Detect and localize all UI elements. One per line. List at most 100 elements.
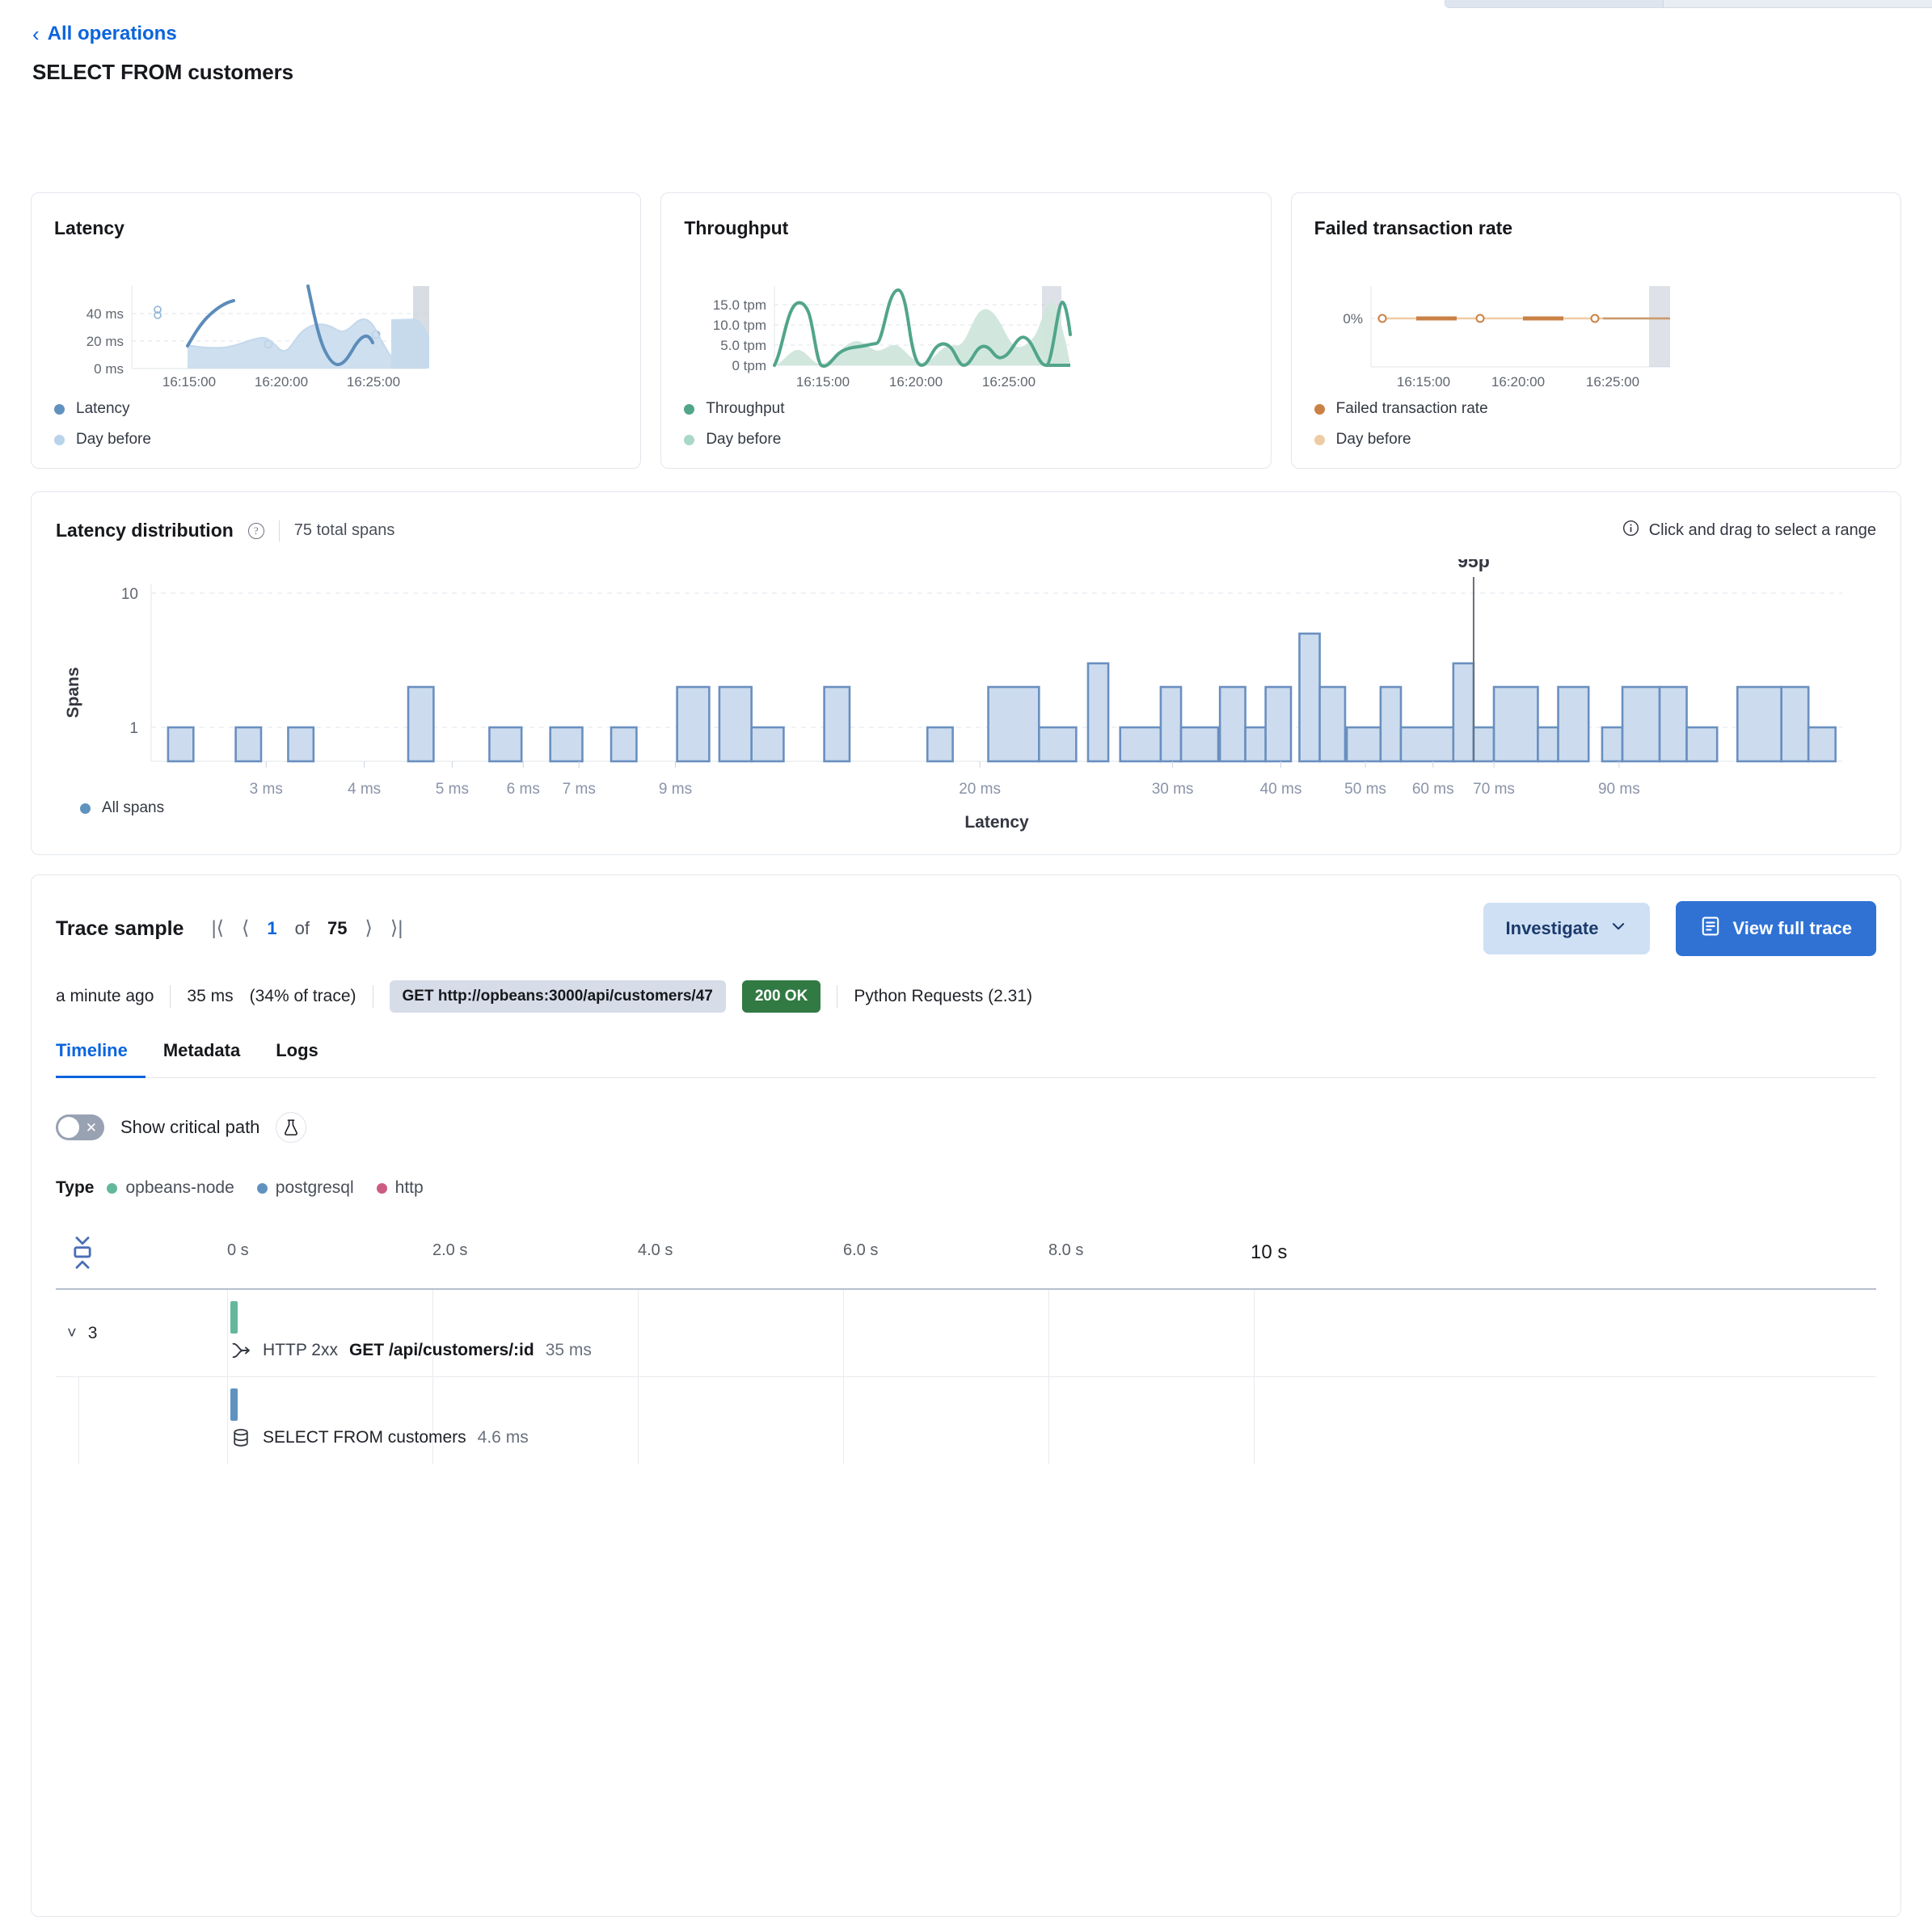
waterfall-row-accordion[interactable]: ˅ 3: [67, 1324, 97, 1343]
waterfall-row[interactable]: ˅ 3 HTTP 2xx GET /api/customers/:id 35 m…: [56, 1290, 1876, 1377]
trace-agent: Python Requests (2.31): [854, 987, 1032, 1005]
svg-text:9 ms: 9 ms: [659, 781, 692, 798]
timeline-ruler: 0 s 2.0 s 4.0 s 6.0 s 8.0 s 10 s: [56, 1230, 1876, 1277]
question-circle-icon[interactable]: ?: [247, 522, 264, 539]
legend-item[interactable]: Throughput: [684, 400, 785, 418]
svg-text:3 ms: 3 ms: [250, 781, 283, 798]
waterfall-gridline: [227, 1290, 228, 1464]
type-legend-item-opbeans-node[interactable]: opbeans-node: [107, 1178, 234, 1198]
legend-dot-icon: [256, 1182, 268, 1194]
legend-dot-icon: [1314, 434, 1325, 445]
svg-text:6 ms: 6 ms: [507, 781, 540, 798]
svg-text:1: 1: [129, 720, 138, 737]
critical-path-row: ✕ Show critical path: [56, 1112, 1876, 1143]
legend-label: Day before: [706, 431, 782, 448]
metric-card-latency: Latency 40 ms 20 ms 0 ms: [31, 192, 642, 469]
metric-card-failed-transaction-rate: Failed transaction rate 0% 16:15:00 16:2…: [1290, 192, 1901, 469]
view-full-trace-button[interactable]: View full trace: [1676, 901, 1876, 956]
beaker-icon: [276, 1112, 307, 1143]
latency-distribution-chart[interactable]: 10 1 Spans 95p 3 ms 4 ms 5 ms 6 ms 7 ms 9 ms 20 ms…: [56, 550, 1876, 838]
divider: [170, 985, 171, 1008]
svg-text:16:15:00: 16:15:00: [796, 374, 850, 386]
legend-label: Throughput: [706, 400, 785, 417]
waterfall-row-name: GET /api/customers/:id: [348, 1341, 534, 1359]
svg-text:30 ms: 30 ms: [1152, 781, 1194, 798]
waterfall-row-duration: 4.6 ms: [477, 1428, 529, 1447]
trace-tabs: Timeline Metadata Logs: [56, 1040, 1876, 1078]
legend-item[interactable]: Failed transaction rate: [1314, 400, 1488, 418]
chevron-down-icon: ˅: [67, 1324, 77, 1342]
legend-label: Day before: [76, 431, 151, 448]
legend-dot-icon: [684, 434, 695, 445]
page-header: ‹ All operations SELECT FROM customers: [0, 0, 1932, 85]
top-partial-control-segment[interactable]: [1445, 0, 1664, 7]
tab-metadata[interactable]: Metadata: [162, 1040, 241, 1060]
waterfall-gridline: [843, 1290, 844, 1464]
legend-dot-icon: [376, 1182, 387, 1194]
legend-item[interactable]: Latency: [54, 400, 151, 418]
svg-text:16:25:00: 16:25:00: [982, 374, 1036, 386]
legend-dot-icon: [54, 434, 65, 445]
legend-label: Latency: [76, 400, 130, 417]
toggle-knob: [58, 1117, 79, 1138]
latency-chart[interactable]: 40 ms 20 ms 0 ms: [54, 273, 618, 386]
trace-pager: |⟨ ⟨ 1 of 75 ⟩ ⟩|: [211, 918, 403, 939]
range-select-hint: Click and drag to select a range: [1622, 520, 1876, 541]
legend-dot-icon: [1314, 403, 1325, 415]
waterfall-row-label: HTTP 2xx GET /api/customers/:id 35 ms: [230, 1340, 592, 1361]
svg-text:7 ms: 7 ms: [563, 781, 596, 798]
investigate-button-label: Investigate: [1505, 918, 1599, 938]
throughput-chart[interactable]: 15.0 tpm 10.0 tpm 5.0 tpm 0 tpm 16:15:00…: [684, 273, 1247, 386]
metric-title: Throughput: [684, 217, 789, 238]
top-partial-control-bar[interactable]: [1445, 0, 1932, 8]
legend-label: All spans: [102, 799, 165, 816]
last-page-icon[interactable]: ⟩|: [390, 917, 403, 939]
tab-logs[interactable]: Logs: [276, 1040, 318, 1060]
svg-text:10.0 tpm: 10.0 tpm: [713, 318, 766, 333]
waterfall-bar: [230, 1301, 238, 1333]
legend-item[interactable]: Day before: [684, 431, 784, 449]
timeline-tick-1: 2.0 s: [432, 1241, 468, 1259]
trace-sample-header: Trace sample |⟨ ⟨ 1 of 75 ⟩ ⟩| Investiga…: [56, 901, 1876, 956]
trace-fork-icon: [230, 1340, 251, 1361]
failed-transaction-rate-legend: Failed transaction rate Day before: [1314, 400, 1488, 449]
timeline-tick-5: 10 s: [1251, 1241, 1288, 1263]
svg-text:50 ms: 50 ms: [1344, 781, 1386, 798]
legend-label: Failed transaction rate: [1335, 400, 1488, 417]
type-legend-item-http[interactable]: http: [376, 1178, 424, 1198]
collapse-rows-icon[interactable]: [69, 1233, 96, 1270]
next-page-icon[interactable]: ⟩: [365, 917, 373, 939]
waterfall-row[interactable]: SELECT FROM customers 4.6 ms: [56, 1377, 1876, 1464]
svg-text:40 ms: 40 ms: [86, 306, 124, 322]
show-critical-path-toggle[interactable]: ✕: [56, 1114, 104, 1140]
svg-text:16:25:00: 16:25:00: [347, 374, 400, 386]
trace-timestamp: a minute ago: [56, 987, 154, 1005]
type-legend-item-postgresql[interactable]: postgresql: [256, 1178, 354, 1198]
trace-sample-title: Trace sample: [56, 916, 184, 940]
trace-url-chip[interactable]: GET http://opbeans:3000/api/customers/47: [389, 980, 726, 1013]
database-icon: [230, 1427, 251, 1448]
total-spans-label: 75 total spans: [293, 521, 395, 539]
svg-text:40 ms: 40 ms: [1260, 781, 1302, 798]
svg-text:20 ms: 20 ms: [86, 334, 124, 349]
legend-label: Day before: [1335, 431, 1411, 448]
failed-transaction-rate-chart[interactable]: 0% 16:15:00 16:20:00 16:25:00: [1314, 273, 1878, 386]
legend-item[interactable]: Day before: [1314, 431, 1488, 449]
investigate-button[interactable]: Investigate: [1483, 903, 1651, 954]
view-full-trace-label: View full trace: [1732, 918, 1852, 938]
timeline-tick-4: 8.0 s: [1048, 1241, 1084, 1259]
metrics-row: Latency 40 ms 20 ms 0 ms: [31, 192, 1901, 469]
breadcrumb-label: All operations: [47, 23, 177, 44]
svg-text:16:20:00: 16:20:00: [889, 374, 943, 386]
prev-page-icon[interactable]: ⟨: [242, 917, 250, 939]
waterfall-row-child-count: 3: [87, 1324, 98, 1342]
legend-item[interactable]: All spans: [80, 799, 164, 817]
first-page-icon[interactable]: |⟨: [211, 917, 225, 939]
waterfall-gridline: [638, 1290, 639, 1464]
breadcrumb-all-operations[interactable]: ‹ All operations: [32, 23, 177, 45]
waterfall-row-duration: 35 ms: [545, 1341, 592, 1359]
legend-item[interactable]: Day before: [54, 431, 151, 449]
tab-timeline[interactable]: Timeline: [56, 1040, 146, 1078]
svg-text:16:15:00: 16:15:00: [1397, 374, 1450, 386]
pager-of-label: of: [294, 918, 310, 938]
